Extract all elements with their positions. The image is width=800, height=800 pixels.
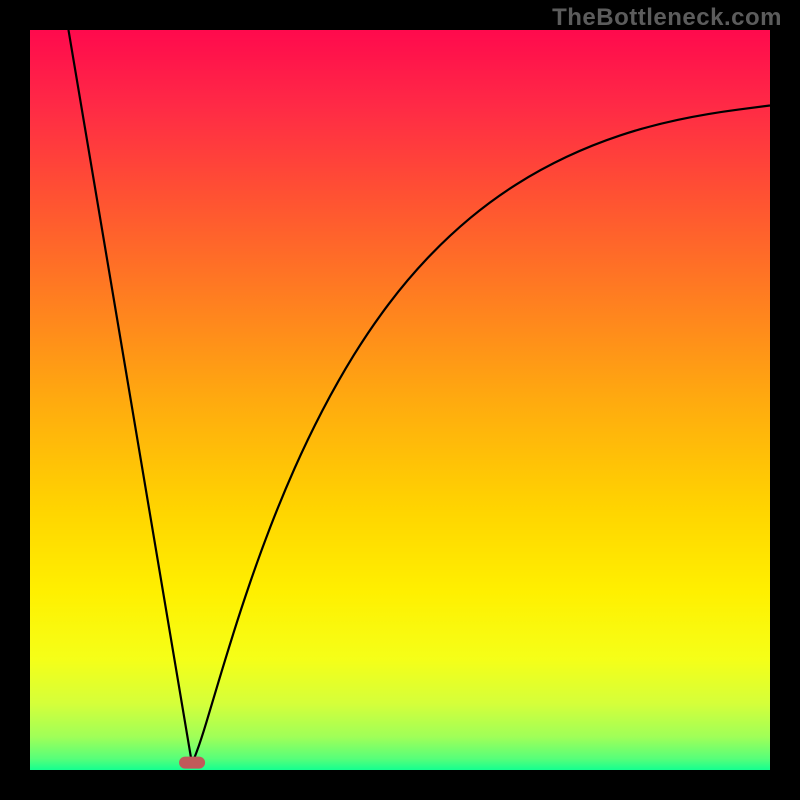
watermark-text: TheBottleneck.com xyxy=(552,4,782,32)
optimum-marker xyxy=(179,757,205,769)
chart-container: { "watermark": { "text": "TheBottleneck.… xyxy=(0,0,800,800)
bottleneck-chart xyxy=(0,0,800,800)
plot-background-gradient xyxy=(30,30,770,770)
